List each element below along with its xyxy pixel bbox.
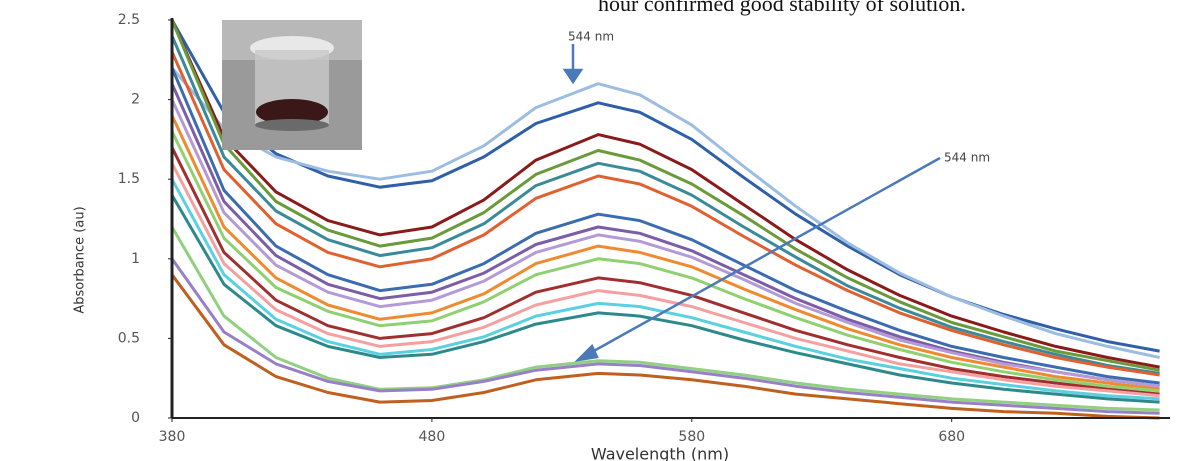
x-tick-label: 580 (678, 429, 705, 445)
series-line (170, 226, 1160, 412)
series-line (170, 194, 1160, 404)
series-line (170, 19, 1160, 372)
x-axis-label: Wavelength (nm) (591, 445, 729, 461)
series-line (170, 83, 1160, 388)
series-line (170, 35, 1160, 375)
y-tick-label: 2.5 (118, 12, 140, 28)
series-line (170, 114, 1160, 391)
caption-fragment: hour confirmed good stability of solutio… (598, 0, 966, 16)
x-tick-label: 480 (419, 429, 446, 445)
x-tick-label: 680 (938, 429, 965, 445)
y-tick-label: 0 (131, 410, 140, 426)
series-line (170, 66, 1160, 359)
y-tick-label: 1 (131, 251, 140, 267)
annotation: 544 nm (944, 151, 990, 165)
y-tick-label: 1.5 (118, 171, 140, 187)
series-line (170, 98, 1160, 388)
annotation: 544 nm (568, 30, 614, 44)
series-line (170, 273, 1160, 420)
arrows (562, 44, 941, 362)
series-line (170, 162, 1160, 398)
x-tick-label: 380 (159, 429, 186, 445)
inset-photo (222, 20, 362, 150)
series-line (170, 130, 1160, 393)
y-axis-label: Absorbance (au) (73, 206, 88, 313)
series-line (170, 19, 1160, 369)
y-tick-label: 2 (131, 92, 140, 108)
series-line (170, 67, 1160, 385)
series-line (170, 146, 1160, 396)
series-line (170, 51, 1160, 377)
series-line (170, 257, 1160, 415)
y-tick-label: 0.5 (118, 330, 140, 346)
